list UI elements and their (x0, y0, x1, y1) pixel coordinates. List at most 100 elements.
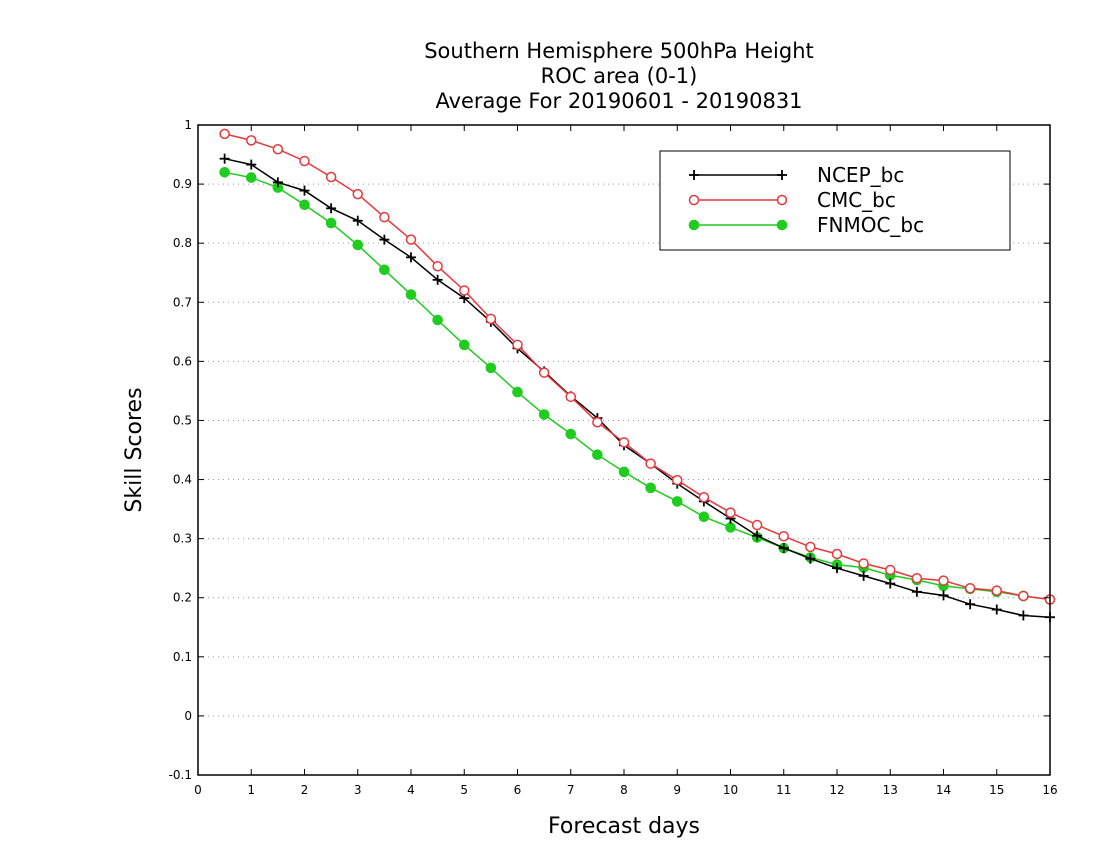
data-point-cmc-bc (352, 188, 363, 200)
y-tick-label: 0.9 (173, 177, 192, 191)
chart-title: Southern Hemisphere 500hPa Height ROC ar… (424, 39, 814, 113)
y-tick-label: 0.5 (173, 413, 192, 427)
data-point-ncep-bc (938, 590, 949, 601)
y-tick-label: 0.7 (173, 295, 192, 309)
x-tick-label: 7 (567, 783, 575, 797)
data-point-ncep-bc (1018, 610, 1029, 621)
data-point-fnmoc-bc (352, 239, 364, 251)
data-point-cmc-bc (751, 519, 763, 531)
data-point-fnmoc-bc (592, 449, 603, 461)
data-point-cmc-bc (459, 285, 470, 296)
data-point-cmc-bc (246, 135, 257, 146)
data-point-cmc-bc (1018, 590, 1029, 602)
data-point-ncep-bc (432, 274, 443, 285)
data-point-ncep-bc (858, 570, 869, 581)
data-point-fnmoc-bc (485, 362, 497, 374)
data-point-fnmoc-bc (379, 264, 390, 276)
series-line-ncep-bc (224, 157, 1051, 618)
data-point-cmc-bc (538, 367, 550, 378)
data-point-fnmoc-bc (299, 199, 310, 211)
data-point-cmc-bc (938, 575, 949, 586)
x-tick-label: 0 (194, 783, 202, 797)
title-line-1: Southern Hemisphere 500hPa Height (424, 39, 814, 63)
data-point-ncep-bc (272, 177, 283, 188)
data-point-fnmoc-bc (725, 522, 736, 533)
data-point-cmc-bc (885, 564, 896, 576)
data-point-fnmoc-bc (325, 217, 337, 229)
y-tick-label: 0.8 (173, 236, 192, 250)
legend-label: FNMOC_bc (817, 213, 924, 237)
data-point-cmc-bc (325, 171, 337, 183)
data-point-ncep-bc (219, 153, 230, 164)
data-point-fnmoc-bc (512, 386, 523, 398)
data-point-cmc-bc (565, 391, 576, 403)
data-point-fnmoc-bc (645, 482, 656, 494)
data-point-cmc-bc (911, 572, 923, 584)
data-point-ncep-bc (299, 185, 310, 196)
x-tick-label: 10 (723, 783, 738, 797)
data-point-fnmoc-bc (565, 428, 577, 440)
x-tick-label: 3 (354, 783, 362, 797)
data-point-ncep-bc (965, 599, 976, 610)
data-point-ncep-bc (752, 530, 763, 541)
x-tick-label: 15 (989, 783, 1004, 797)
data-point-fnmoc-bc (432, 314, 443, 326)
x-tick-label: 2 (301, 783, 309, 797)
data-point-fnmoc-bc (219, 166, 230, 178)
x-tick-label: 8 (620, 783, 628, 797)
x-axis-title: Forecast days (548, 814, 700, 839)
legend-marker (776, 219, 788, 231)
data-point-ncep-bc (326, 203, 337, 214)
y-tick-label: 0 (184, 709, 192, 723)
data-point-cmc-bc (858, 558, 869, 569)
legend-marker (776, 194, 788, 206)
y-axis-title: Skill Scores (122, 387, 147, 512)
data-point-ncep-bc (885, 578, 896, 589)
data-point-cmc-bc (512, 339, 523, 351)
title-line-3: Average For 20190601 - 20190831 (435, 89, 802, 113)
x-tick-label: 4 (407, 783, 415, 797)
legend-item-fnmoc-bc: FNMOC_bc (688, 213, 924, 237)
data-point-fnmoc-bc (245, 172, 257, 183)
data-point-ncep-bc (832, 563, 842, 574)
legend-marker (688, 219, 700, 231)
data-point-cmc-bc (645, 458, 656, 469)
legend-label: NCEP_bc (817, 163, 904, 187)
data-point-cmc-bc (432, 260, 443, 272)
y-tick-label: 0.4 (173, 473, 192, 487)
data-point-cmc-bc (299, 155, 310, 167)
series (219, 128, 1056, 623)
data-point-cmc-bc (831, 548, 843, 560)
y-tick-label: 0.3 (173, 532, 192, 546)
data-point-ncep-bc (778, 543, 789, 554)
y-tick-label: 0.1 (173, 650, 192, 664)
data-point-fnmoc-bc (671, 496, 683, 507)
data-point-cmc-bc (805, 541, 816, 553)
legend-label: CMC_bc (817, 188, 896, 212)
x-tick-label: 9 (673, 783, 681, 797)
data-point-ncep-bc (352, 215, 363, 226)
x-tick-label: 12 (829, 783, 844, 797)
legend-item-ncep-bc: NCEP_bc (689, 163, 904, 187)
data-point-ncep-bc (805, 553, 816, 564)
legend-marker (688, 194, 700, 206)
data-point-ncep-bc (406, 252, 416, 263)
data-point-ncep-bc (991, 604, 1002, 615)
x-tick-label: 11 (776, 783, 791, 797)
y-tick-label: 0.2 (173, 591, 192, 605)
data-point-cmc-bc (725, 507, 736, 518)
x-axis-ticks: 0 1 2 3 4 5 6 7 8 9 10 11 12 13 14 15 16 (194, 125, 1058, 797)
x-tick-label: 1 (247, 783, 255, 797)
legend-marker (689, 170, 699, 180)
data-point-cmc-bc (592, 416, 603, 428)
data-point-ncep-bc (911, 586, 922, 597)
legend-item-cmc-bc: CMC_bc (688, 188, 896, 212)
data-point-fnmoc-bc (458, 339, 470, 351)
title-line-2: ROC area (0-1) (541, 64, 698, 88)
data-point-cmc-bc (778, 531, 789, 542)
data-point-cmc-bc (618, 437, 630, 448)
y-tick-label: 0.6 (173, 354, 192, 368)
data-point-cmc-bc (219, 128, 230, 140)
